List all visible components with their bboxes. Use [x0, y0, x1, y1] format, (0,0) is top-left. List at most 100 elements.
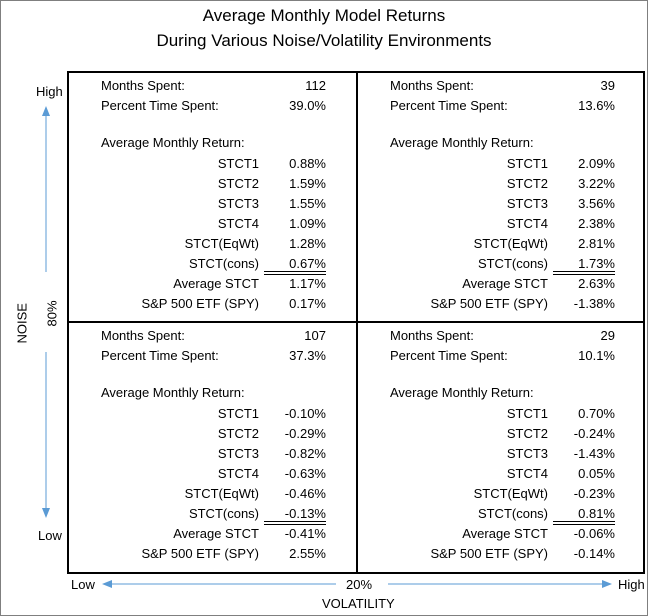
row-label: STCT1 — [217, 406, 259, 421]
row-label: STCT2 — [506, 426, 548, 441]
row-label: STCT4 — [217, 466, 259, 481]
row-label: S&P 500 ETF (SPY) — [430, 296, 548, 311]
percent-time-label: Percent Time Spent: — [101, 348, 219, 363]
row-value: 1.55% — [289, 196, 326, 211]
chart-title: Average Monthly Model Returns — [202, 6, 446, 25]
months-spent-label: Months Spent: — [390, 78, 474, 93]
months-spent-label: Months Spent: — [101, 78, 185, 93]
percent-time-value: 37.3% — [289, 348, 326, 363]
percent-time-value: 10.1% — [578, 348, 615, 363]
row-value: 2.09% — [578, 156, 615, 171]
row-value: -0.46% — [284, 486, 326, 501]
sum-underline — [264, 271, 326, 275]
x-axis-title: VOLATILITY — [322, 596, 395, 611]
row-value: -1.38% — [573, 296, 615, 311]
row-value: -0.06% — [573, 526, 615, 541]
row-value: -0.14% — [573, 546, 615, 561]
row-value: -0.41% — [284, 526, 326, 541]
y-axis-high-label: High — [36, 84, 63, 99]
quadrant-high-noise-high-vol: Months Spent: 39 Percent Time Spent: 13.6% A… — [356, 77, 616, 317]
row-value: -0.82% — [284, 446, 326, 461]
x-axis-right-arrow — [388, 580, 612, 588]
months-spent-value: 112 — [305, 78, 326, 93]
percent-time-value: 13.6% — [578, 98, 615, 113]
row-label: STCT1 — [217, 156, 259, 171]
months-spent-label: Months Spent: — [390, 328, 474, 343]
sum-underline — [264, 521, 326, 525]
row-value: 3.22% — [578, 176, 615, 191]
row-label: STCT3 — [217, 446, 259, 461]
chart-subtitle: During Various Noise/Volatility Environm… — [156, 31, 492, 50]
row-value: 2.81% — [578, 236, 615, 251]
row-value: 2.63% — [578, 276, 615, 291]
x-axis-low-label: Low — [71, 577, 95, 592]
row-value: 2.55% — [289, 546, 326, 561]
row-label: STCT(cons) — [477, 506, 548, 521]
row-label: S&P 500 ETF (SPY) — [430, 546, 548, 561]
months-spent-label: Months Spent: — [101, 328, 185, 343]
sum-underline — [553, 521, 615, 525]
row-value: 1.59% — [289, 176, 326, 191]
percent-time-value: 39.0% — [289, 98, 326, 113]
row-label: STCT(EqWt) — [473, 486, 548, 501]
row-label: STCT3 — [217, 196, 259, 211]
months-spent-value: 39 — [600, 78, 615, 93]
percent-time-label: Percent Time Spent: — [101, 98, 219, 113]
row-value: 0.17% — [289, 296, 326, 311]
row-label: STCT1 — [506, 156, 548, 171]
row-label: STCT1 — [506, 406, 548, 421]
row-value: 0.67% — [289, 256, 326, 271]
row-value: 0.70% — [578, 406, 615, 421]
avg-return-label: Average Monthly Return: — [101, 385, 245, 400]
row-value: 3.56% — [578, 196, 615, 211]
row-label: S&P 500 ETF (SPY) — [141, 546, 259, 561]
sum-underline — [553, 271, 615, 275]
row-value: -0.63% — [284, 466, 326, 481]
row-label: STCT(cons) — [188, 506, 259, 521]
row-label: S&P 500 ETF (SPY) — [141, 296, 259, 311]
y-axis-low-label: Low — [38, 528, 62, 543]
row-label: STCT(EqWt) — [184, 236, 259, 251]
row-label: Average STCT — [173, 276, 259, 291]
row-value: 2.38% — [578, 216, 615, 231]
months-spent-value: 107 — [304, 328, 326, 343]
row-value: -0.13% — [284, 506, 326, 521]
y-axis-up-arrow — [42, 106, 50, 272]
row-label: STCT2 — [217, 176, 259, 191]
quadrant-low-noise-low-vol: Months Spent: 107 Percent Time Spent: 37.3%… — [67, 327, 327, 567]
row-label: Average STCT — [462, 526, 548, 541]
row-label: Average STCT — [462, 276, 548, 291]
row-label: STCT(EqWt) — [184, 486, 259, 501]
x-axis-left-arrow — [102, 580, 336, 588]
row-label: STCT4 — [217, 216, 259, 231]
row-label: STCT3 — [506, 446, 548, 461]
row-value: -0.24% — [573, 426, 615, 441]
x-axis-high-label: High — [618, 577, 645, 592]
noise-threshold-line — [67, 321, 645, 323]
row-label: STCT3 — [506, 196, 548, 211]
row-label: STCT2 — [506, 176, 548, 191]
quadrant-high-noise-low-vol: Months Spent: 112 Percent Time Spent: 39.0%… — [67, 77, 327, 317]
row-label: STCT4 — [506, 216, 548, 231]
row-value: 1.09% — [289, 216, 326, 231]
row-value: 0.81% — [578, 506, 615, 521]
months-spent-value: 29 — [600, 328, 615, 343]
row-value: -1.43% — [573, 446, 615, 461]
row-label: STCT(cons) — [477, 256, 548, 271]
x-axis-threshold-label: 20% — [346, 577, 373, 592]
row-label: STCT(cons) — [188, 256, 259, 271]
row-label: STCT2 — [217, 426, 259, 441]
row-value: -0.10% — [284, 406, 326, 421]
row-value: -0.23% — [573, 486, 615, 501]
y-axis-down-arrow — [42, 352, 50, 518]
row-label: STCT(EqWt) — [473, 236, 548, 251]
row-value: 1.17% — [289, 276, 326, 291]
row-value: -0.29% — [284, 426, 326, 441]
row-label: STCT4 — [506, 466, 548, 481]
percent-time-label: Percent Time Spent: — [390, 98, 508, 113]
row-value: 0.05% — [578, 466, 615, 481]
percent-time-label: Percent Time Spent: — [390, 348, 508, 363]
row-label: Average STCT — [173, 526, 259, 541]
row-value: 1.28% — [289, 236, 326, 251]
